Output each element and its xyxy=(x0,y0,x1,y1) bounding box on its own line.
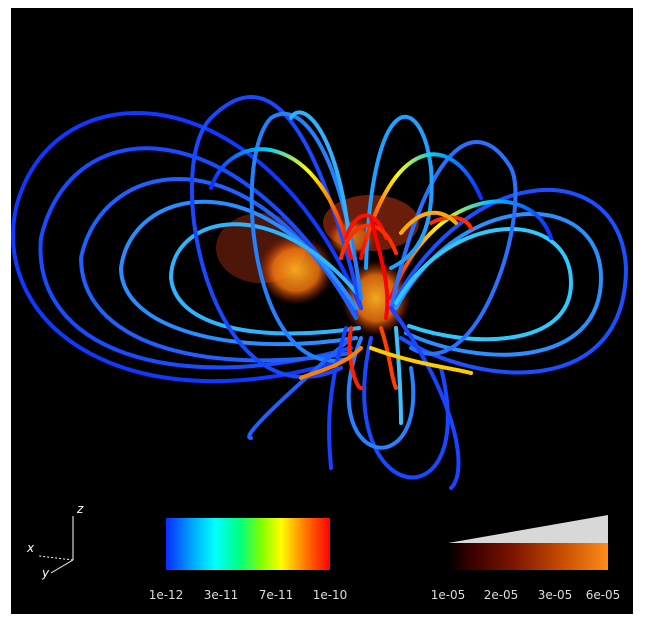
volume-colorbar-ticks: 1e-05 2e-05 3e-05 6e-05 xyxy=(431,588,621,604)
field-line-scene xyxy=(11,94,629,490)
field-line-colorbar-ticks: 1e-12 3e-11 7e-11 1e-10 xyxy=(149,588,348,604)
field-lines xyxy=(11,94,629,490)
axis-y-label: y xyxy=(42,566,50,580)
tick-label: 1e-10 xyxy=(312,588,348,602)
tick-label: 1e-05 xyxy=(430,588,466,602)
render-viewport[interactable]: z x y 1e-12 3e-11 7e-11 1e-10 1e-05 2e-0… xyxy=(11,8,633,614)
volume-render xyxy=(216,195,419,336)
tick-label: 2e-05 xyxy=(483,588,519,602)
tick-label: 3e-11 xyxy=(203,588,239,602)
coordinate-axes-icon xyxy=(38,516,74,574)
axis-x-label: x xyxy=(27,541,35,555)
axis-z-label: z xyxy=(77,502,84,516)
opacity-ramp xyxy=(448,515,608,543)
volume-colorbar xyxy=(448,543,608,570)
tick-label: 3e-05 xyxy=(537,588,573,602)
tick-label: 6e-05 xyxy=(585,588,621,602)
field-line-colorbar xyxy=(166,518,330,570)
tick-label: 7e-11 xyxy=(258,588,294,602)
tick-label: 1e-12 xyxy=(148,588,184,602)
